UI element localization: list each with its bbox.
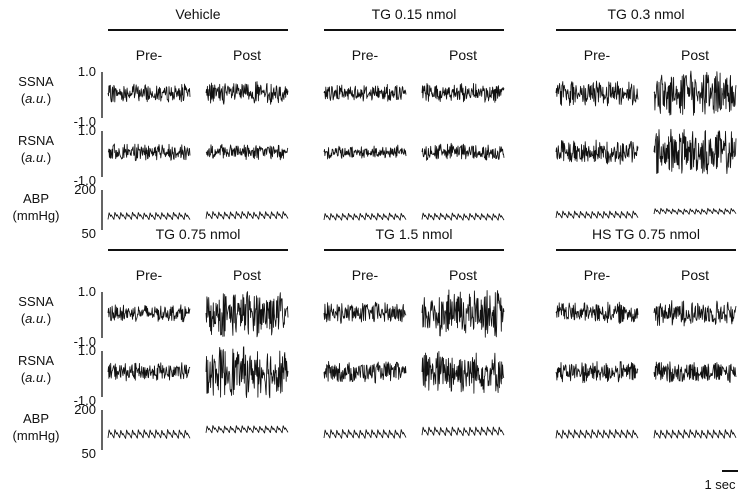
rsna-trace-pre — [555, 139, 639, 165]
condition-panel: TG 0.15 nmol Pre- Post — [323, 6, 505, 221]
rsna-trace-post — [205, 346, 289, 399]
phase-label: Post — [681, 267, 709, 283]
rsna-trace-post — [205, 143, 289, 161]
rsna-trace-post — [653, 361, 737, 383]
rsna-trace-post — [653, 128, 737, 175]
ssna-tick-top: 1.0 — [78, 284, 96, 299]
phase-label: Pre- — [352, 267, 379, 283]
ssna-label: SSNA — [18, 74, 54, 89]
ssna-tick-bottom: -1.0 — [74, 334, 96, 349]
condition-panel: HS TG 0.75 nmol Pre- Post — [555, 226, 737, 439]
phase-label: Pre- — [352, 47, 379, 63]
abp-trace-pre — [555, 210, 639, 219]
rsna-trace-pre — [323, 144, 407, 160]
scale-bar: 1 sec — [704, 470, 738, 492]
ssna-trace-pre — [107, 304, 191, 323]
scale-bar-label: 1 sec — [704, 477, 736, 492]
abp-unit: (mmHg) — [13, 428, 60, 443]
rsna-tick-bottom: -1.0 — [74, 173, 96, 188]
rsna-trace-pre — [107, 362, 191, 382]
phase-label: Pre- — [584, 47, 611, 63]
phase-label: Post — [233, 267, 261, 283]
phase-label: Post — [233, 47, 261, 63]
phase-label: Post — [449, 267, 477, 283]
phase-label: Post — [449, 47, 477, 63]
condition-panel: TG 1.5 nmol Pre- Post — [323, 226, 505, 439]
rsna-trace-post — [421, 350, 505, 394]
condition-title: Vehicle — [175, 6, 220, 22]
abp-trace-pre — [107, 429, 191, 439]
condition-panel: Vehicle Pre- Post — [107, 6, 289, 221]
signal-labels: SSNA(a.u.)1.0-1.0RSNA(a.u.)1.0-1.0ABP(mm… — [13, 64, 103, 461]
ssna-trace-post — [205, 81, 289, 105]
abp-trace-post — [205, 211, 289, 220]
abp-tick-bottom: 50 — [82, 446, 96, 461]
ssna-trace-pre — [107, 83, 191, 103]
ssna-trace-pre — [555, 301, 639, 325]
rsna-trace-pre — [323, 360, 407, 384]
ssna-trace-post — [653, 70, 737, 116]
phase-label: Pre- — [584, 267, 611, 283]
condition-title: TG 0.75 nmol — [156, 226, 241, 242]
rsna-tick-bottom: -1.0 — [74, 393, 96, 408]
condition-title: TG 0.15 nmol — [372, 6, 457, 22]
ssna-label: SSNA — [18, 294, 54, 309]
rsna-trace-pre — [107, 143, 191, 162]
rsna-unit: (a.u.) — [21, 370, 51, 385]
rsna-label: RSNA — [18, 133, 54, 148]
condition-title: HS TG 0.75 nmol — [592, 226, 700, 242]
condition-panel: TG 0.75 nmol Pre- Post — [107, 226, 289, 439]
ssna-trace-pre — [323, 83, 407, 102]
abp-trace-post — [421, 212, 505, 221]
ssna-unit: (a.u.) — [21, 311, 51, 326]
phase-label: Pre- — [136, 47, 163, 63]
abp-trace-post — [421, 426, 505, 437]
abp-tick-top: 200 — [74, 182, 96, 197]
ssna-unit: (a.u.) — [21, 91, 51, 106]
rsna-tick-top: 1.0 — [78, 343, 96, 358]
rsna-trace-pre — [555, 361, 639, 384]
rsna-label: RSNA — [18, 353, 54, 368]
ssna-trace-pre — [555, 80, 639, 107]
abp-trace-pre — [107, 211, 191, 221]
abp-tick-bottom: 50 — [82, 226, 96, 241]
condition-panel: TG 0.3 nmol Pre- Post — [555, 6, 737, 219]
abp-unit: (mmHg) — [13, 208, 60, 223]
abp-trace-pre — [323, 429, 407, 439]
condition-title: TG 0.3 nmol — [607, 6, 684, 22]
abp-tick-top: 200 — [74, 402, 96, 417]
phase-label: Pre- — [136, 267, 163, 283]
abp-trace-post — [653, 207, 737, 215]
ssna-trace-post — [205, 291, 289, 338]
abp-label: ABP — [23, 411, 49, 426]
ssna-trace-post — [421, 289, 505, 338]
abp-trace-post — [205, 425, 289, 434]
ssna-tick-bottom: -1.0 — [74, 114, 96, 129]
rsna-unit: (a.u.) — [21, 150, 51, 165]
ssna-tick-top: 1.0 — [78, 64, 96, 79]
abp-label: ABP — [23, 191, 49, 206]
phase-label: Post — [681, 47, 709, 63]
ssna-trace-post — [653, 300, 737, 327]
rsna-tick-top: 1.0 — [78, 123, 96, 138]
rsna-trace-post — [421, 142, 505, 161]
ssna-trace-post — [421, 82, 505, 103]
abp-trace-pre — [555, 429, 639, 439]
condition-title: TG 1.5 nmol — [375, 226, 452, 242]
ssna-trace-pre — [323, 301, 407, 324]
abp-trace-pre — [323, 212, 407, 221]
abp-trace-post — [653, 429, 737, 439]
